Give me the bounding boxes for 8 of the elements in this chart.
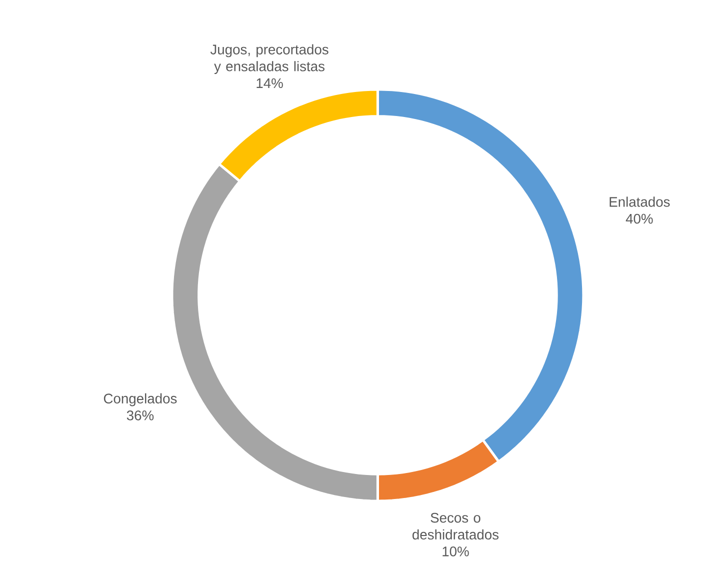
- slice-label: Secos o deshidratados: [412, 513, 499, 540]
- data-label: 14%: [256, 78, 283, 88]
- slice-label: Congelados: [104, 394, 177, 406]
- slice-label: Jugos, precortados y ensaladas listas: [210, 44, 328, 74]
- data-label: 36%: [126, 410, 154, 421]
- data-label: 40%: [626, 214, 653, 224]
- slice-label: Enlatados: [610, 196, 670, 208]
- data-label: 10%: [442, 546, 469, 557]
